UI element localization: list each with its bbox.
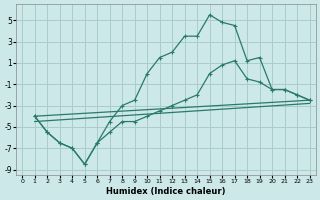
X-axis label: Humidex (Indice chaleur): Humidex (Indice chaleur) [106, 187, 226, 196]
